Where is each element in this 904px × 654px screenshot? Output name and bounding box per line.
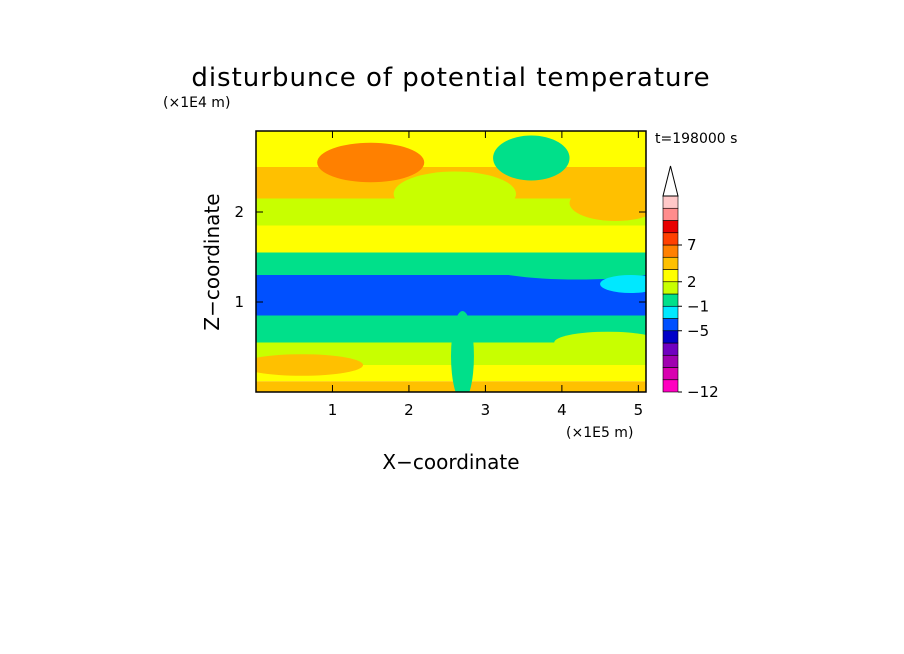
colorbar: 7 2 −1 −5 −12 <box>662 165 719 401</box>
colorbar-tick-label: 7 <box>687 236 697 254</box>
colorbar-tick-label: 2 <box>687 273 697 291</box>
contour-anomaly <box>393 171 516 217</box>
y-axis-label: Z−coordinate <box>200 193 224 330</box>
colorbar-tick-label: −12 <box>687 383 719 401</box>
colorbar-swatch <box>662 269 679 283</box>
colorbar-swatch <box>662 379 679 393</box>
colorbar-swatch <box>662 195 679 209</box>
contour-band <box>256 131 646 167</box>
y-ticks: 12 <box>234 203 646 311</box>
colorbar-extend-arrow <box>662 165 679 197</box>
contour-band <box>256 275 646 316</box>
y-unit-label: (×1E4 m) <box>163 95 230 111</box>
chart-title: disturbunce of potential temperature <box>191 63 710 93</box>
contour-anomaly <box>600 275 646 293</box>
contour-anomaly <box>451 311 474 392</box>
x-tick-label: 3 <box>481 401 491 419</box>
x-tick-label: 5 <box>634 401 644 419</box>
x-unit-label: (×1E5 m) <box>566 425 633 441</box>
contour-anomaly <box>256 354 364 376</box>
contour-anomaly <box>554 331 646 354</box>
colorbar-swatch <box>662 220 679 234</box>
contour-anomaly <box>317 142 425 183</box>
colorbar-swatch <box>662 232 679 246</box>
colorbar-swatch <box>662 305 679 319</box>
y-tick-label: 2 <box>234 203 244 221</box>
contour-anomaly <box>569 185 646 221</box>
colorbar-tick-label: −1 <box>687 297 709 315</box>
contour-anomaly <box>493 135 570 181</box>
colorbar-swatch <box>662 281 679 295</box>
colorbar-swatch <box>662 367 679 381</box>
colorbar-swatch <box>662 207 679 221</box>
x-tick-label: 2 <box>404 401 414 419</box>
contour-band <box>256 225 646 253</box>
colorbar-swatch <box>662 293 679 307</box>
x-ticks: 1 2 3 4 5 <box>328 131 643 419</box>
x-tick-label: 1 <box>328 401 338 419</box>
x-tick-label: 4 <box>557 401 567 419</box>
colorbar-swatch <box>662 244 679 258</box>
colorbar-swatch <box>662 330 679 344</box>
colorbar-tick-label: −5 <box>687 322 709 340</box>
colorbar-swatch <box>662 354 679 368</box>
plot-frame <box>255 130 647 393</box>
colorbar-swatch <box>662 342 679 356</box>
x-axis-label: X−coordinate <box>382 450 519 474</box>
y-tick-label: 1 <box>234 293 244 311</box>
colorbar-swatch <box>662 256 679 270</box>
contour-band <box>256 381 646 392</box>
colorbar-swatch <box>662 318 679 332</box>
time-label: t=198000 s <box>655 131 737 147</box>
contour-field <box>256 131 646 392</box>
contour-anomaly <box>485 252 646 280</box>
